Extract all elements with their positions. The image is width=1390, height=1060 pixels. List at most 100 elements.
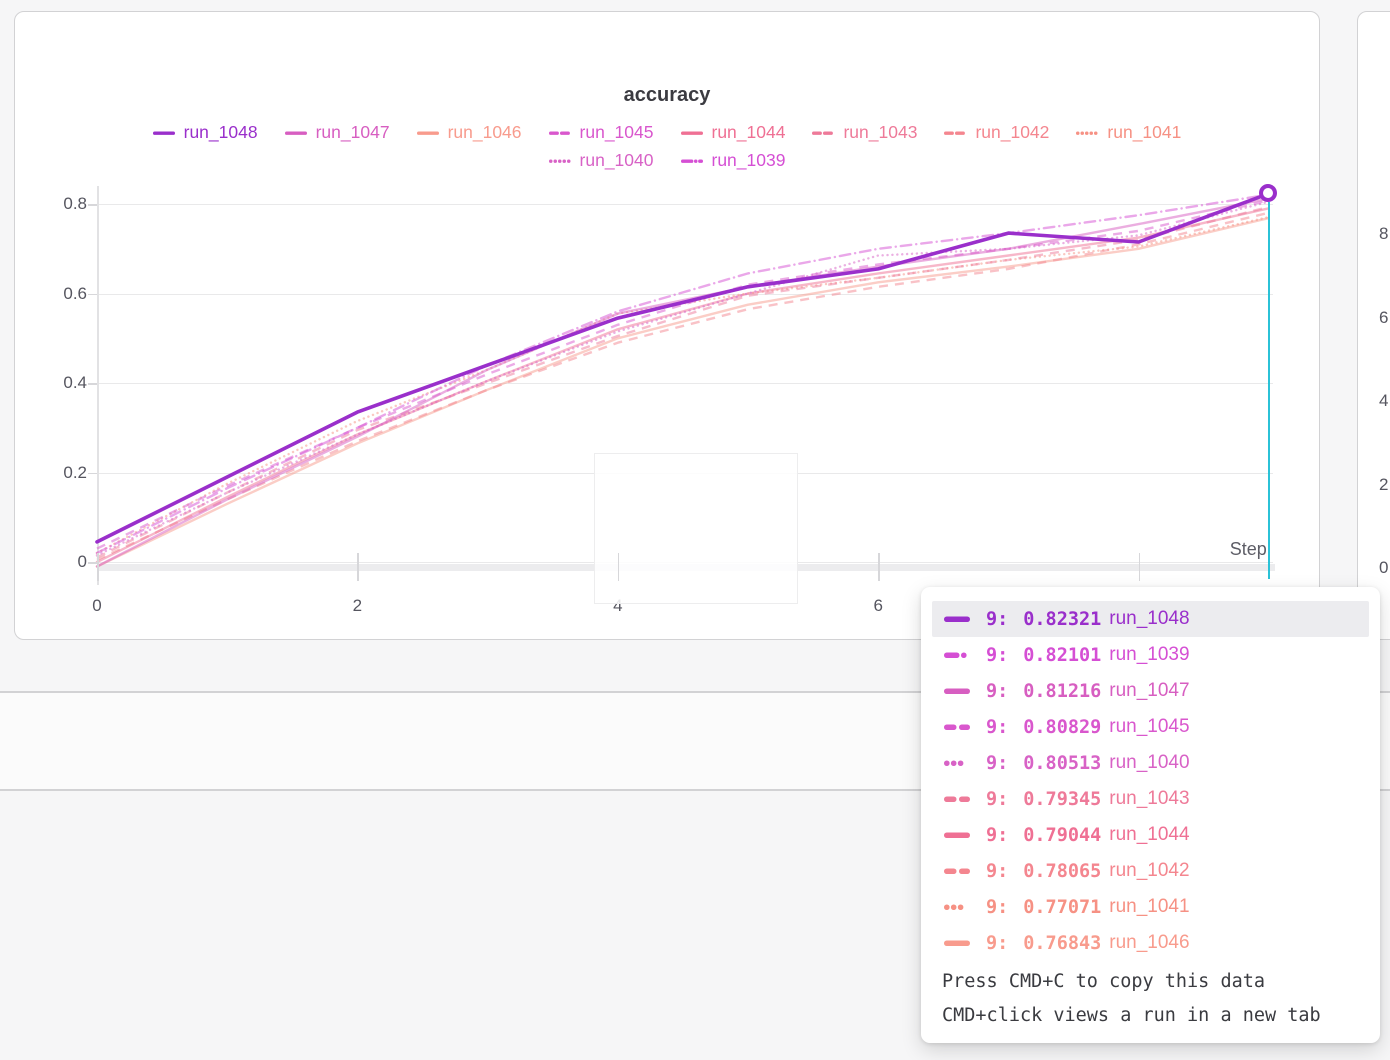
y-axis-tick (88, 204, 97, 206)
legend-item-run_1045[interactable]: run_1045 (548, 122, 654, 143)
legend-item-label: run_1044 (711, 122, 786, 143)
tooltip-row-run_1048[interactable]: 9: 0.82321 run_1048 (932, 601, 1369, 637)
tooltip-metric-value: 0.81216 (1023, 680, 1102, 702)
tooltip-footer-line: CMD+click views a run in a new tab (942, 1005, 1321, 1026)
next-chart-y-tick-label: 6 (1379, 308, 1389, 327)
next-chart-panel[interactable]: 8 6 4 2 0 (1357, 11, 1390, 640)
legend-item-label: run_1041 (1107, 122, 1182, 143)
legend-row: run_1040 run_1039 (15, 147, 1319, 175)
tooltip-row-run_1044[interactable]: 9: 0.79044 run_1044 (932, 817, 1369, 853)
y-axis-line (97, 186, 99, 585)
empty-hover-box (594, 453, 798, 604)
tooltip-run-name: run_1042 (1109, 860, 1190, 881)
tooltip-run-name: run_1046 (1109, 932, 1190, 953)
accuracy-chart-panel[interactable]: accuracy run_1048 run_1047 run_1046 run_104… (14, 11, 1320, 640)
gridline (97, 293, 1273, 295)
tooltip-row-run_1046[interactable]: 9: 0.76843 run_1046 (932, 925, 1369, 961)
legend-line-style-icon (944, 616, 970, 622)
tooltip-footer: Press CMD+C to copy this data CMD+click v… (921, 961, 1380, 1033)
tooltip-step-value: 9: (986, 788, 1009, 810)
tooltip-step-value: 9: (986, 644, 1009, 666)
next-chart-y-tick-label: 2 (1379, 475, 1389, 494)
tooltip-step-value: 9: (986, 608, 1009, 630)
next-chart-y-tick-label: 4 (1379, 391, 1389, 410)
legend-item-label: run_1045 (579, 122, 654, 143)
x-axis-tick-label: 0 (92, 596, 102, 615)
legend-line-style-icon (944, 868, 970, 874)
tooltip-metric-value: 0.76843 (1023, 932, 1102, 954)
tooltip-row-run_1039[interactable]: 9: 0.82101 run_1039 (932, 637, 1369, 673)
tooltip-row-run_1043[interactable]: 9: 0.79345 run_1043 (932, 781, 1369, 817)
legend-line-style-icon (548, 159, 571, 163)
legend-line-style-icon (416, 131, 439, 135)
gridline (97, 383, 1273, 385)
legend-item-run_1042[interactable]: run_1042 (944, 124, 1049, 142)
x-axis-tick (97, 553, 99, 581)
tooltip-run-name: run_1047 (1109, 680, 1190, 701)
tooltip-row-run_1041[interactable]: 9: 0.77071 run_1041 (932, 889, 1369, 925)
tooltip-run-name: run_1045 (1109, 716, 1190, 737)
legend-item-label: run_1046 (447, 122, 522, 143)
legend-line-style-icon (1076, 131, 1099, 135)
legend-item-label: run_1043 (843, 122, 918, 143)
legend-item-run_1044[interactable]: run_1044 (680, 122, 786, 143)
chart-hover-tooltip[interactable]: 9: 0.82321 run_1048 9: 0.82101 run_1039 9: 0.81… (921, 587, 1380, 1043)
legend-item-run_1048[interactable]: run_1048 (152, 122, 258, 143)
y-axis-tick-label: 0.2 (63, 462, 87, 482)
tooltip-metric-value: 0.79044 (1023, 824, 1102, 846)
legend-item-run_1040[interactable]: run_1040 (548, 150, 654, 171)
x-axis-tick-label: 4 (613, 596, 623, 615)
y-axis-tick (88, 472, 97, 474)
tooltip-row-run_1042[interactable]: 9: 0.78065 run_1042 (932, 853, 1369, 889)
tooltip-row-run_1045[interactable]: 9: 0.80829 run_1045 (932, 709, 1369, 745)
legend-item-run_1039[interactable]: run_1039 (680, 152, 785, 170)
step-cursor-line (1267, 201, 1271, 579)
tooltip-step-value: 9: (986, 824, 1009, 846)
tooltip-run-name: run_1039 (1109, 644, 1190, 665)
legend-line-style-icon (152, 131, 175, 135)
tooltip-run-name: run_1048 (1109, 608, 1190, 629)
tooltip-step-value: 9: (986, 896, 1009, 918)
legend-line-style-icon (548, 131, 571, 135)
tooltip-run-name: run_1040 (1109, 752, 1190, 773)
legend-line-style-icon (944, 940, 970, 946)
legend-item-run_1047[interactable]: run_1047 (284, 122, 390, 143)
legend-item-label: run_1047 (315, 122, 390, 143)
legend-line-style-icon (944, 760, 970, 766)
tooltip-metric-value: 0.82321 (1023, 608, 1102, 630)
legend-line-style-icon (944, 796, 970, 802)
x-axis-tick-label: 2 (352, 596, 363, 615)
tooltip-metric-value: 0.78065 (1023, 860, 1102, 882)
section-divider-1 (0, 691, 1390, 693)
tooltip-run-name: run_1041 (1109, 896, 1190, 917)
legend-item-label: run_1042 (975, 122, 1050, 143)
tooltip-run-name: run_1044 (1109, 824, 1190, 845)
tooltip-step-value: 9: (986, 680, 1009, 702)
legend-item-run_1041[interactable]: run_1041 (1076, 124, 1181, 142)
tooltip-row-run_1040[interactable]: 9: 0.80513 run_1040 (932, 745, 1369, 781)
y-axis-tick-label: 0.4 (63, 373, 87, 392)
x-axis-tick-label: 6 (873, 596, 883, 615)
tooltip-row-run_1047[interactable]: 9: 0.81216 run_1047 (932, 673, 1369, 709)
legend-item-label: run_1048 (183, 122, 258, 143)
legend-line-style-icon (812, 131, 835, 135)
y-axis-tick (88, 293, 97, 295)
highlighted-point-marker (1259, 184, 1278, 203)
legend-line-style-icon (944, 131, 967, 135)
x-axis-title: Step (1229, 539, 1267, 559)
legend-line-style-icon (944, 652, 970, 658)
tooltip-step-value: 9: (986, 716, 1009, 738)
tooltip-metric-value: 0.80513 (1023, 752, 1102, 774)
tooltip-metric-value: 0.82101 (1023, 644, 1102, 666)
legend-line-style-icon (944, 724, 970, 730)
y-axis-tick (88, 562, 97, 564)
tooltip-metric-value: 0.80829 (1023, 716, 1102, 738)
tooltip-step-value: 9: (986, 932, 1009, 954)
next-chart-y-tick-label: 8 (1379, 224, 1389, 243)
section-divider-2 (0, 789, 1390, 791)
y-axis-tick (88, 383, 97, 385)
legend-item-run_1046[interactable]: run_1046 (416, 122, 522, 143)
legend-line-style-icon (284, 131, 307, 135)
legend-item-label: run_1040 (579, 150, 654, 171)
legend-item-run_1043[interactable]: run_1043 (812, 124, 917, 142)
